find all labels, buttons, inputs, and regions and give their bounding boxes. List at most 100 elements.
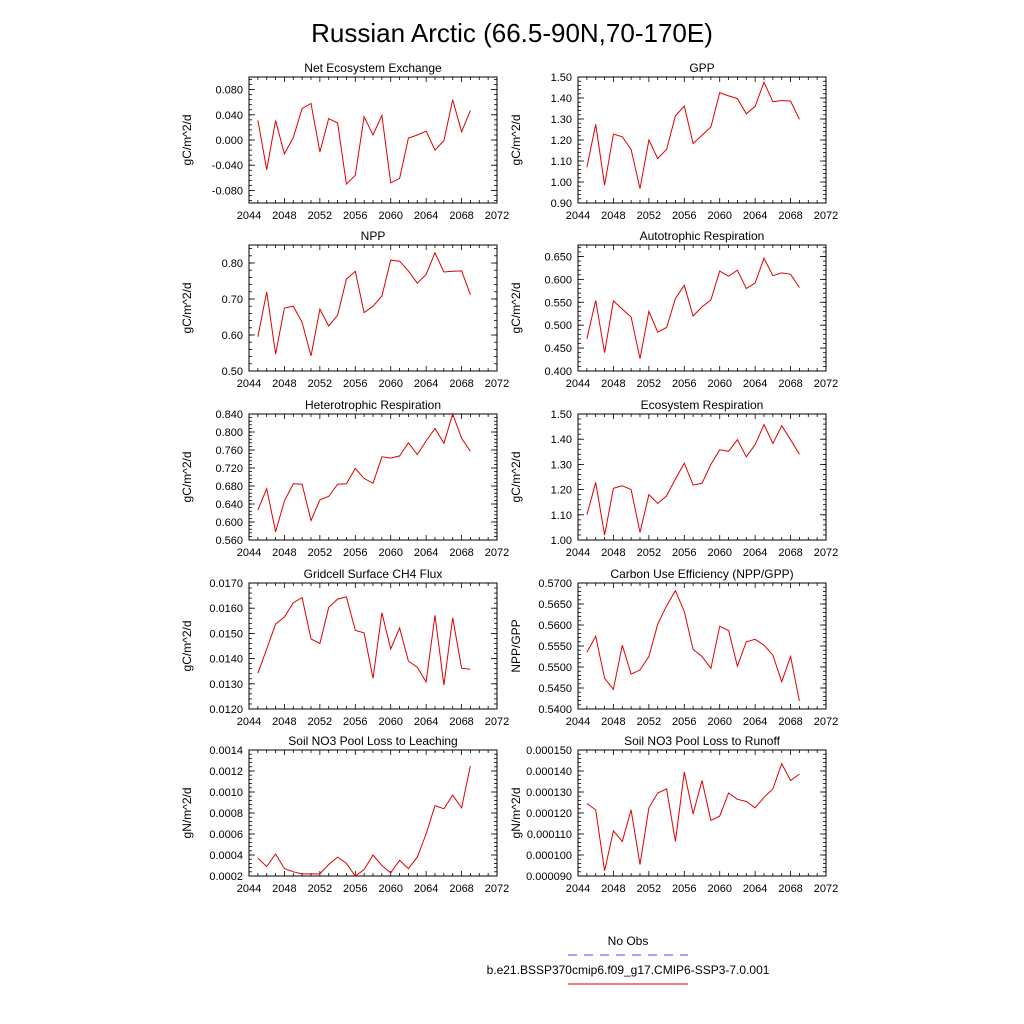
- y-tick-label: -0.040: [212, 160, 243, 172]
- series-line: [586, 423, 800, 536]
- x-tick-label: 2052: [308, 210, 332, 222]
- plot-frame: [577, 749, 827, 877]
- y-tick-label: 0.0002: [209, 871, 243, 883]
- x-tick-label: 2068: [778, 883, 802, 895]
- series-line: [586, 80, 800, 189]
- x-tick-label: 2052: [637, 547, 661, 559]
- panel-title: Soil NO3 Pool Loss to Runoff: [624, 734, 781, 748]
- x-tick-label: 2048: [601, 883, 625, 895]
- x-tick-label: 2044: [237, 378, 261, 390]
- legend-obs-label: No Obs: [608, 934, 649, 948]
- x-tick-label: 2052: [308, 883, 332, 895]
- series-line: [257, 99, 471, 186]
- y-axis-label: gN/m^2/d: [180, 788, 194, 839]
- x-tick-label: 2052: [637, 378, 661, 390]
- plot-frame: [248, 582, 498, 710]
- y-tick-label: 0.60: [222, 330, 243, 342]
- x-tick-label: 2064: [743, 716, 767, 728]
- x-tick-label: 2052: [637, 210, 661, 222]
- panel-title: Carbon Use Efficiency (NPP/GPP): [610, 567, 793, 581]
- y-tick-label: 0.640: [215, 499, 243, 511]
- x-tick-label: 2072: [485, 547, 509, 559]
- y-tick-label: 0.0150: [209, 628, 243, 640]
- x-tick-label: 2068: [778, 378, 802, 390]
- x-tick-label: 2048: [272, 883, 296, 895]
- x-tick-label: 2072: [814, 547, 838, 559]
- y-tick-label: 0.760: [215, 445, 243, 457]
- x-tick-label: 2060: [378, 378, 402, 390]
- x-tick-label: 2064: [743, 378, 767, 390]
- y-tick-label: 0.0130: [209, 679, 243, 691]
- panel-title: GPP: [689, 61, 714, 75]
- x-tick-label: 2044: [566, 210, 590, 222]
- x-tick-label: 2060: [707, 210, 731, 222]
- y-tick-label: 0.5450: [538, 683, 572, 695]
- x-tick-label: 2060: [707, 378, 731, 390]
- y-tick-label: 0.000120: [526, 808, 572, 820]
- y-tick-label: 0.5650: [538, 599, 572, 611]
- x-tick-label: 2072: [485, 210, 509, 222]
- legend-model-label: b.e21.BSSP370cmip6.f09_g17.CMIP6-SSP3-7.…: [487, 963, 770, 977]
- panel-title: Net Ecosystem Exchange: [304, 61, 442, 75]
- y-tick-label: 0.5550: [538, 641, 572, 653]
- x-tick-label: 2044: [566, 547, 590, 559]
- x-tick-label: 2060: [378, 716, 402, 728]
- y-tick-label: 0.5400: [538, 704, 572, 716]
- y-tick-label: 0.450: [544, 343, 572, 355]
- y-tick-label: 0.5500: [538, 662, 572, 674]
- y-tick-label: 0.0008: [209, 808, 243, 820]
- plot-frame: [248, 76, 498, 204]
- panel-5: Heterotrophic Respiration gC/m^2/d 2044 204…: [180, 398, 509, 559]
- x-tick-label: 2064: [414, 210, 438, 222]
- y-tick-label: 1.50: [551, 72, 572, 84]
- x-tick-label: 2056: [343, 210, 367, 222]
- panel-4: Autotrophic Respiration gC/m^2/d 2044 2048 2…: [509, 229, 838, 390]
- y-tick-label: 0.600: [544, 274, 572, 286]
- x-tick-label: 2052: [637, 716, 661, 728]
- x-tick-label: 2068: [449, 378, 473, 390]
- y-tick-label: 0.720: [215, 463, 243, 475]
- y-tick-label: 0.0004: [209, 850, 243, 862]
- x-tick-label: 2056: [672, 210, 696, 222]
- x-tick-label: 2056: [343, 716, 367, 728]
- x-tick-label: 2052: [308, 716, 332, 728]
- x-tick-label: 2072: [485, 378, 509, 390]
- y-tick-label: 0.560: [215, 535, 243, 547]
- panel-title: Ecosystem Respiration: [641, 398, 764, 412]
- x-tick-label: 2064: [743, 210, 767, 222]
- panel-title: Gridcell Surface CH4 Flux: [304, 567, 443, 581]
- panel-title: Autotrophic Respiration: [640, 229, 765, 243]
- panel-9: Soil NO3 Pool Loss to Leaching gN/m^2/d 20…: [180, 734, 509, 895]
- x-tick-label: 2072: [485, 883, 509, 895]
- y-tick-label: 0.000140: [526, 766, 572, 778]
- x-tick-label: 2068: [778, 716, 802, 728]
- x-tick-label: 2056: [343, 547, 367, 559]
- x-tick-label: 2064: [414, 378, 438, 390]
- x-tick-label: 2064: [414, 883, 438, 895]
- x-tick-label: 2052: [308, 378, 332, 390]
- x-tick-label: 2064: [743, 547, 767, 559]
- x-tick-label: 2052: [637, 883, 661, 895]
- x-tick-label: 2068: [778, 210, 802, 222]
- panel-1: Net Ecosystem Exchange gC/m^2/d 2044 2048 20…: [180, 61, 509, 222]
- y-axis-label: gC/m^2/d: [509, 115, 523, 166]
- x-tick-label: 2068: [449, 716, 473, 728]
- x-tick-label: 2044: [237, 883, 261, 895]
- y-tick-label: 0.90: [551, 198, 572, 210]
- y-tick-label: 0.0010: [209, 787, 243, 799]
- y-tick-label: 1.20: [551, 485, 572, 497]
- x-tick-label: 2068: [449, 210, 473, 222]
- x-tick-label: 2056: [343, 378, 367, 390]
- x-tick-label: 2044: [566, 378, 590, 390]
- plot-frame: [577, 582, 827, 710]
- y-tick-label: 1.20: [551, 135, 572, 147]
- x-tick-label: 2056: [672, 716, 696, 728]
- x-tick-label: 2064: [743, 883, 767, 895]
- y-tick-label: 1.10: [551, 156, 572, 168]
- x-tick-label: 2072: [485, 716, 509, 728]
- y-axis-label: gC/m^2/d: [180, 115, 194, 166]
- x-tick-label: 2060: [378, 883, 402, 895]
- y-tick-label: 1.40: [551, 434, 572, 446]
- plot-frame: [577, 76, 827, 204]
